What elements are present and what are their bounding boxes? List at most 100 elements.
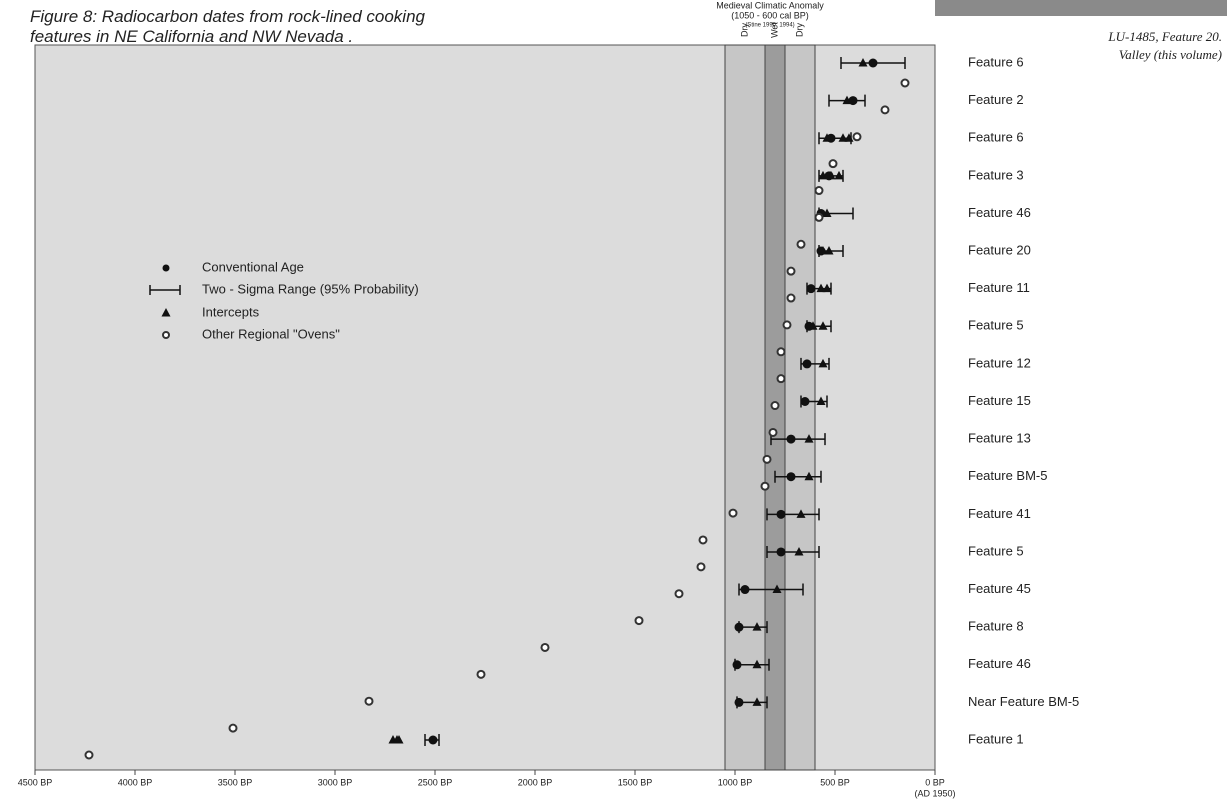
side-note: Valley (this volume) <box>1119 47 1222 62</box>
oven <box>786 293 796 303</box>
oven <box>698 535 708 545</box>
sigma-range <box>766 545 820 558</box>
intercept <box>834 170 844 180</box>
x-tick-label: 1500 BP <box>618 777 653 787</box>
row-label: Feature 46 <box>968 205 1031 220</box>
row-label: Feature 15 <box>968 393 1031 408</box>
x-tick-label: 4000 BP <box>118 777 153 787</box>
intercept <box>752 697 762 706</box>
oven <box>84 750 94 760</box>
legend-key <box>162 264 170 272</box>
intercept <box>752 622 762 631</box>
intercept <box>858 58 868 67</box>
oven <box>634 616 644 626</box>
figure-caption: Figure 8: Radiocarbon dates from rock-li… <box>30 7 426 46</box>
oven <box>782 320 792 330</box>
legend-key <box>161 308 171 317</box>
row-label: Feature 45 <box>968 581 1031 596</box>
row-label: Feature 20 <box>968 242 1031 257</box>
oven <box>228 723 238 733</box>
row-label: Feature 46 <box>968 656 1031 671</box>
conventional-age <box>734 697 744 707</box>
intercept <box>816 283 826 293</box>
row-label: Feature 6 <box>968 54 1024 69</box>
row-label: Feature 1 <box>968 731 1024 746</box>
oven <box>880 105 890 115</box>
anomaly-label: Dry <box>794 23 804 37</box>
anomaly-label: Wet <box>769 22 779 38</box>
conventional-age <box>740 585 750 595</box>
intercept <box>822 283 832 293</box>
x-tick-label: 4500 BP <box>18 777 53 787</box>
conventional-age <box>732 660 742 670</box>
intercept <box>796 509 806 518</box>
row-label: Feature 11 <box>968 280 1030 295</box>
legend-label: Intercepts <box>202 304 260 319</box>
intercept <box>816 396 826 405</box>
x-tick-label: 2000 BP <box>518 777 553 787</box>
intercept <box>752 659 762 669</box>
row-label: Feature 5 <box>968 543 1024 558</box>
oven <box>776 347 786 357</box>
anomaly-label: Dry <box>739 23 749 37</box>
oven <box>900 78 910 88</box>
row-label: Feature 13 <box>968 431 1031 446</box>
row-label: Feature 12 <box>968 355 1031 370</box>
legend-label: Other Regional "Ovens" <box>202 326 340 341</box>
conventional-age <box>802 359 812 369</box>
anomaly-title: Medieval Climatic Anomaly <box>716 0 824 10</box>
conventional-age <box>868 58 878 68</box>
x-tick-label: 2500 BP <box>418 777 453 787</box>
conventional-age <box>848 96 858 106</box>
intercept <box>818 321 828 330</box>
intercept <box>804 471 814 481</box>
oven <box>696 562 706 572</box>
conventional-age <box>786 434 796 444</box>
oven <box>728 508 738 518</box>
row-label: Feature BM-5 <box>968 468 1047 483</box>
oven <box>796 239 806 249</box>
oven <box>776 374 786 384</box>
intercept <box>838 133 848 142</box>
oven <box>364 696 374 706</box>
row-label: Feature 6 <box>968 130 1024 145</box>
oven <box>814 186 824 196</box>
side-note: LU-1485, Feature 20. <box>1107 29 1222 44</box>
row-label: Near Feature BM-5 <box>968 694 1079 709</box>
oven <box>852 132 862 142</box>
row-label: Feature 8 <box>968 619 1024 634</box>
sigma-range <box>774 470 822 483</box>
intercept <box>392 735 402 744</box>
conventional-age <box>776 547 786 557</box>
anomaly-source: (Stine 1990, 1994) <box>745 23 794 29</box>
legend-label: Two - Sigma Range (95% Probability) <box>202 281 419 296</box>
legend-key <box>149 285 181 295</box>
conventional-age <box>800 397 810 406</box>
x-note: (AD 1950) <box>914 788 955 798</box>
row-label: Feature 41 <box>968 506 1031 521</box>
row-label: Feature 2 <box>968 92 1024 107</box>
intercept <box>804 434 814 443</box>
oven <box>768 427 778 437</box>
conventional-age <box>786 472 796 482</box>
conventional-age <box>734 622 744 632</box>
x-tick-label: 1000 BP <box>718 777 753 787</box>
intercept <box>844 133 854 142</box>
row-label: Feature 3 <box>968 167 1024 182</box>
conventional-age <box>804 321 814 331</box>
conventional-age <box>816 246 826 256</box>
x-tick-label: 3500 BP <box>218 777 253 787</box>
oven <box>674 589 684 599</box>
sigma-range <box>766 508 820 521</box>
conventional-age <box>826 133 836 143</box>
oven <box>770 401 780 411</box>
oven <box>540 642 550 652</box>
legend-label: Conventional Age <box>202 259 304 274</box>
photo-edge <box>935 0 1227 16</box>
conventional-age <box>428 735 438 745</box>
row-label: Feature 5 <box>968 318 1024 333</box>
conventional-age <box>806 284 816 294</box>
oven <box>814 212 824 222</box>
oven <box>786 266 796 276</box>
sigma-range <box>738 583 804 596</box>
